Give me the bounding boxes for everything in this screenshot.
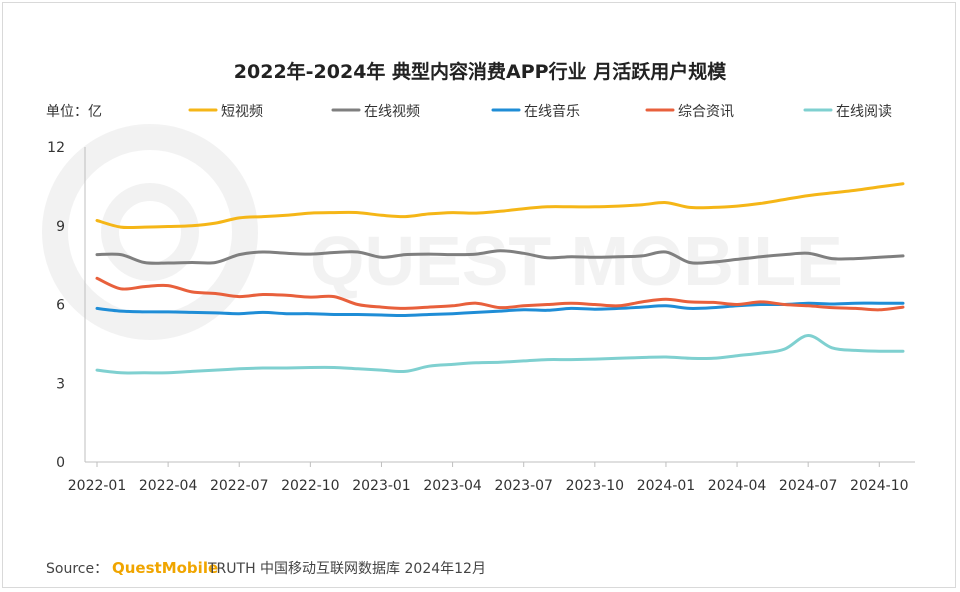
series-layer xyxy=(95,182,905,375)
legend-label: 综合资讯 xyxy=(678,104,734,120)
x-tick-label: 2024-04 xyxy=(708,478,767,494)
y-tick-label: 6 xyxy=(56,298,65,314)
legend-item[interactable]: 在线视频 xyxy=(331,104,420,120)
x-tick-label: 2024-01 xyxy=(637,478,696,494)
x-tick-label: 2023-01 xyxy=(352,478,411,494)
unit-label: 单位：亿 xyxy=(46,104,102,120)
y-tick-label: 0 xyxy=(56,455,65,471)
series-line-5 xyxy=(95,333,905,375)
source-text: TRUTH 中国移动互联网数据库 2024年12月 xyxy=(207,561,486,577)
legend: 短视频 在线视频 在线音乐 综合资讯 在线阅读 xyxy=(188,103,892,120)
series-line-1 xyxy=(95,182,905,230)
x-tick-label: 2023-10 xyxy=(566,478,625,494)
x-tick-label: 2022-10 xyxy=(281,478,340,494)
y-axis: 0 3 6 9 12 xyxy=(47,140,86,471)
x-tick-label: 2022-04 xyxy=(139,478,198,494)
y-tick-label: 3 xyxy=(56,376,65,392)
legend-label: 在线阅读 xyxy=(836,103,892,120)
x-axis: 2022-01 2022-04 2022-07 2022-10 2023-01 2023-… xyxy=(68,461,915,494)
legend-item[interactable]: 在线阅读 xyxy=(803,103,892,120)
x-tick-label: 2024-10 xyxy=(850,478,909,494)
legend-item[interactable]: 在线音乐 xyxy=(491,103,580,120)
source-label: Source： xyxy=(46,561,108,577)
source-brand: QuestMobile xyxy=(112,559,218,577)
series-line-4 xyxy=(95,276,905,312)
watermark-logo: QUEST MOBILE xyxy=(42,124,843,340)
svg-text:QUEST MOBILE: QUEST MOBILE xyxy=(310,222,843,300)
x-tick-label: 2024-07 xyxy=(779,478,838,494)
chart-title: 2022年-2024年 典型内容消费APP行业 月活跃用户规模 xyxy=(234,60,727,83)
x-tick-label: 2022-01 xyxy=(68,478,127,494)
series-line-3 xyxy=(95,301,905,318)
x-tick-label: 2023-04 xyxy=(423,478,482,494)
legend-item[interactable]: 综合资讯 xyxy=(645,104,734,120)
legend-label: 在线视频 xyxy=(364,104,420,120)
legend-item[interactable]: 短视频 xyxy=(188,104,263,120)
x-tick-label: 2023-07 xyxy=(494,478,553,494)
y-tick-label: 9 xyxy=(56,219,65,235)
x-tick-label: 2022-07 xyxy=(210,478,269,494)
legend-label: 在线音乐 xyxy=(524,103,580,120)
y-tick-label: 12 xyxy=(47,140,65,156)
series-line-2 xyxy=(95,249,905,265)
legend-label: 短视频 xyxy=(221,104,263,120)
